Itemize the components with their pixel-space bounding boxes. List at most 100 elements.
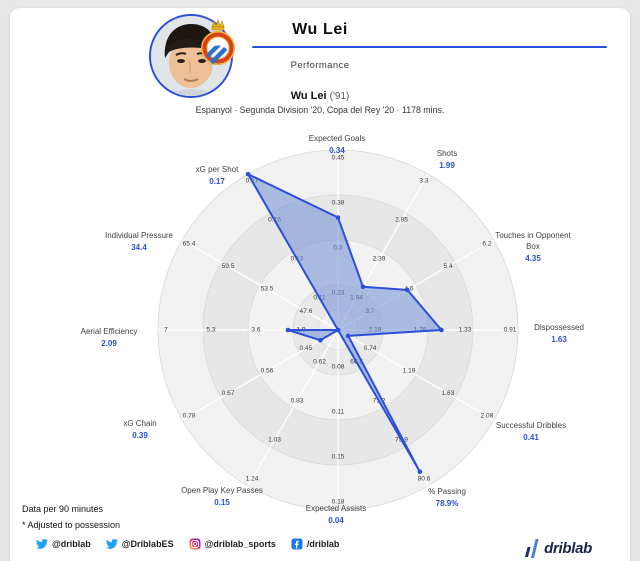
radar-tick-label: 53.5 <box>261 286 274 293</box>
radar-axis-value: 0.41 <box>523 433 539 442</box>
radar-tick-label: 0.56 <box>261 368 274 375</box>
radar-tick-label: 6.2 <box>482 241 491 248</box>
instagram-icon <box>189 538 201 550</box>
page-title: Wu Lei <box>292 21 348 38</box>
radar-data-point <box>317 337 323 343</box>
radar-data-point <box>345 333 351 339</box>
facebook-icon <box>291 538 303 550</box>
radar-data-point <box>335 215 341 220</box>
radar-data-point <box>335 327 341 333</box>
espanyol-crest-icon <box>199 19 237 65</box>
radar-axis-label: Successful Dribbles <box>496 421 566 430</box>
instagram-handle: @driblab_sports <box>204 539 276 549</box>
radar-axis-value: 0.17 <box>209 177 225 186</box>
radar-axis-value: 34.4 <box>131 243 147 252</box>
radar-axis-label: % Passing <box>428 487 466 496</box>
radar-tick-label: 0.38 <box>332 200 345 207</box>
radar-data-point <box>360 284 366 290</box>
radar-tick-label: 59.5 <box>222 263 235 270</box>
title-underline <box>252 46 607 48</box>
driblab-logo-icon <box>525 539 539 558</box>
driblab-logo-text: driblab <box>544 539 592 557</box>
radar-tick-label: 65.4 <box>183 241 196 248</box>
radar-tick-label: 1.03 <box>268 436 281 443</box>
radar-axis-value: 1.63 <box>551 335 567 344</box>
radar-axis-value: 0.15 <box>214 498 230 507</box>
radar-axis-label: Individual Pressure <box>105 231 174 240</box>
radar-spoke <box>181 329 339 421</box>
radar-axis-value: 0.04 <box>328 516 344 525</box>
radar-tick-label: 1.24 <box>246 475 259 482</box>
radar-data-point <box>439 327 444 333</box>
radar-tick-label: 47.6 <box>300 308 313 315</box>
note-per-90: Data per 90 minutes <box>22 504 104 514</box>
twitter-icon <box>105 539 118 549</box>
radar-axis-label: Dispossessed <box>534 323 584 332</box>
radar-tick-label: 3.3 <box>419 178 428 185</box>
radar-axis-label: xG Chain <box>123 419 156 428</box>
chart-title: Wu Lei ('91) <box>10 90 630 102</box>
radar-axis-label: Expected Assists <box>306 504 366 513</box>
radar-tick-label: 7 <box>164 327 168 334</box>
radar-tick-label: 1.63 <box>442 390 455 397</box>
radar-axis-label: Open Play Key Passes <box>181 486 263 495</box>
radar-tick-label: 80.6 <box>418 475 431 482</box>
driblab-logo: driblab <box>524 537 592 559</box>
twitter-link-driblab[interactable]: @driblab <box>36 538 91 550</box>
radar-tick-label: 5.3 <box>206 327 215 334</box>
radar-data-polygon <box>247 173 443 473</box>
twitter-link-driblabes[interactable]: @DriblabES <box>105 538 174 550</box>
radar-spoke <box>247 329 339 487</box>
radar-tick-label: 3.6 <box>251 327 260 334</box>
radar-tick-label: 1.33 <box>459 327 472 334</box>
radar-axis-label: Box <box>526 242 540 251</box>
radar-tick-label: 2.39 <box>373 255 386 262</box>
radar-tick-label: 0.91 <box>504 327 517 334</box>
chart-title-suffix: ('91) <box>329 91 350 102</box>
radar-tick-label: 0.11 <box>332 409 345 416</box>
radar-axis-value: 1.99 <box>439 161 455 170</box>
radar-tick-label: 0.45 <box>332 155 345 162</box>
radar-axis-value: 4.35 <box>525 254 541 263</box>
radar-axis-value: 78.9% <box>436 499 459 508</box>
radar-data-point <box>285 327 291 333</box>
report-type-label: Performance <box>290 60 350 71</box>
radar-tick-label: 0.15 <box>332 454 345 461</box>
radar-data-point <box>245 171 251 177</box>
social-links: @driblab @DriblabES @driblab_sports <box>36 538 339 550</box>
radar-spoke <box>181 239 339 331</box>
instagram-link[interactable]: @driblab_sports <box>189 538 276 550</box>
footer: @driblab @DriblabES @driblab_sports <box>10 531 630 557</box>
radar-axis-label: Aerial Efficiency <box>81 327 138 336</box>
radar-axis-value: 0.34 <box>329 146 345 155</box>
twitter-handle: @DriblabES <box>121 539 174 549</box>
radar-tick-label: 2.08 <box>481 413 494 420</box>
radar-tick-label: 0.62 <box>313 359 326 366</box>
radar-tick-label: 5.4 <box>443 263 452 270</box>
radar-tick-label: 0.78 <box>183 413 196 420</box>
radar-tick-label: 0.18 <box>332 499 345 506</box>
radar-axis-value: 2.09 <box>101 339 117 348</box>
radar-axis-label: Touches in Opponent <box>495 231 571 240</box>
radar-axis-value: 0.39 <box>132 431 148 440</box>
twitter-icon <box>36 539 48 549</box>
report-card: Wu Lei Performance Wu Lei ('91) Espanyol… <box>10 8 630 561</box>
radar-tick-label: 2.85 <box>395 217 408 224</box>
radar-axis-label: xG per Shot <box>196 165 239 174</box>
radar-data-point <box>417 469 423 475</box>
chart-subtitle: Espanyol · Segunda Division '20, Copa de… <box>195 105 445 115</box>
chart-notes: Data per 90 minutes * Adjusted to posses… <box>22 501 120 533</box>
radar-tick-label: 0.08 <box>332 364 345 371</box>
twitter-handle: @driblab <box>52 539 91 549</box>
chart-title-name: Wu Lei <box>290 90 327 102</box>
radar-tick-label: 0.67 <box>222 390 235 397</box>
radar-axis-label: Shots <box>437 149 457 158</box>
radar-tick-label: 0.83 <box>291 398 304 405</box>
radar-spoke <box>337 329 495 421</box>
facebook-link[interactable]: /driblab <box>291 538 340 550</box>
radar-tick-label: 1.19 <box>403 368 416 375</box>
facebook-handle: /driblab <box>306 539 340 549</box>
radar-data-point <box>405 287 410 293</box>
radar-chart: 0.230.30.380.451.942.392.853.33.74.65.46… <box>81 134 584 525</box>
radar-axis-label: Expected Goals <box>309 134 365 143</box>
